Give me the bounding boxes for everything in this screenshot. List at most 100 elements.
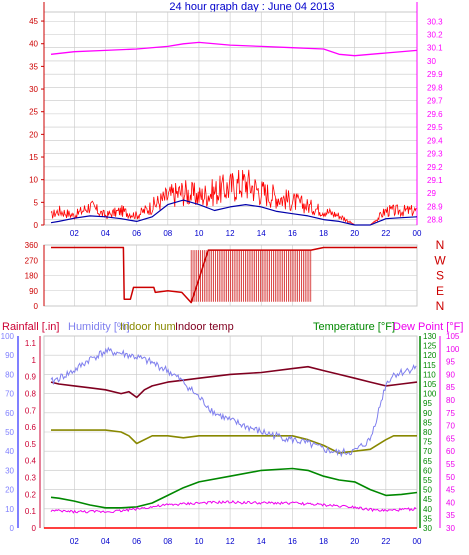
temperature-tick-label: 90 (423, 409, 432, 418)
temperature-tick-label: 80 (423, 428, 432, 437)
humidity-tick-label: 0 (10, 524, 15, 533)
windspeed-tick-label: 5 (34, 198, 39, 207)
temperature-tick-label: 85 (423, 418, 432, 427)
compass-letter-label: N (436, 238, 445, 252)
hour-tick-label: 14 (257, 537, 266, 546)
dewpoint-tick-label: 40 (446, 498, 455, 507)
hour-tick-label: 08 (163, 537, 172, 546)
hour-tick-label: 14 (257, 229, 266, 238)
humidity-tick-label: 80 (5, 370, 14, 379)
barometer-tick-label: 29.1 (427, 176, 443, 185)
dewpoint-tick-label: 90 (446, 370, 455, 379)
barometer-tick-label: 28.8 (427, 216, 443, 225)
hour-tick-label: 02 (70, 537, 79, 546)
windspeed-tick-label: 30 (29, 85, 38, 94)
compass-letter-label: N (436, 299, 445, 313)
legend-entry: Rainfall [.in] (2, 321, 59, 333)
windspeed-tick-label: 25 (29, 108, 38, 117)
rainfall-tick-label: 0.6 (25, 423, 37, 432)
barometer-tick-label: 29.5 (427, 123, 443, 132)
hour-tick-label: 22 (381, 537, 390, 546)
hour-tick-label: 22 (381, 229, 390, 238)
temperature-tick-label: 120 (423, 351, 437, 360)
barometer-tick-label: 30.3 (427, 17, 443, 26)
hour-tick-label: 12 (226, 537, 235, 546)
hour-tick-label: 12 (226, 229, 235, 238)
barometer-series-line (50, 41, 418, 57)
windspeed-tick-label: 35 (29, 62, 38, 71)
temperature-tick-label: 115 (423, 361, 436, 370)
indoor-temp-series-line (50, 365, 418, 399)
temperature-tick-label: 95 (423, 399, 432, 408)
hour-tick-label: 10 (195, 229, 204, 238)
hour-tick-label: 00 (413, 537, 422, 546)
legend-entry: Dew Point [°F] (393, 321, 463, 333)
dewpoint-tick-label: 65 (446, 434, 455, 443)
humidity-tick-label: 50 (5, 428, 14, 437)
dewpoint-series-line (50, 499, 417, 514)
hour-tick-label: 18 (319, 537, 328, 546)
dewpoint-tick-label: 95 (446, 358, 455, 367)
windspeed-tick-label: 20 (29, 130, 38, 139)
temperature-tick-label: 100 (423, 390, 437, 399)
windspeed-tick-label: 15 (29, 153, 38, 162)
direction-degree-label: 270 (25, 256, 39, 265)
humidity-series-line (50, 346, 417, 458)
rainfall-tick-label: 0 (32, 524, 37, 533)
hour-tick-label: 10 (195, 537, 204, 546)
temperature-tick-label: 105 (423, 380, 437, 389)
legend-entry: Humidity [%] (68, 321, 130, 333)
humidity-tick-label: 60 (5, 409, 14, 418)
compass-letter-label: E (436, 284, 444, 298)
humidity-tick-label: 40 (5, 447, 14, 456)
dewpoint-tick-label: 30 (446, 524, 455, 533)
dewpoint-tick-label: 85 (446, 383, 455, 392)
hour-tick-label: 20 (350, 229, 359, 238)
rainfall-tick-label: 0.2 (25, 490, 37, 499)
hour-tick-label: 08 (163, 229, 172, 238)
dewpoint-tick-label: 80 (446, 396, 455, 405)
rainfall-tick-label: 0.8 (25, 389, 37, 398)
dewpoint-tick-label: 105 (446, 332, 460, 341)
windspeed-tick-label: 45 (29, 17, 38, 26)
rainfall-tick-label: 0.5 (25, 440, 37, 449)
temperature-series-line (50, 467, 418, 509)
humidity-tick-label: 90 (5, 351, 14, 360)
hour-tick-label: 04 (101, 537, 110, 546)
rainfall-tick-label: 0.1 (25, 507, 37, 516)
rainfall-tick-label: 0.9 (25, 373, 37, 382)
hour-tick-label: 06 (132, 229, 141, 238)
legend-entry: Temperature [°F] (313, 321, 395, 333)
barometer-tick-label: 30.2 (427, 30, 443, 39)
barometer-tick-label: 28.9 (427, 202, 443, 211)
barometer-tick-label: 29.6 (427, 110, 443, 119)
dewpoint-tick-label: 75 (446, 409, 455, 418)
temperature-tick-label: 40 (423, 505, 432, 514)
rainfall-tick-label: 1.1 (25, 339, 37, 348)
temperature-tick-label: 55 (423, 476, 432, 485)
temperature-tick-label: 50 (423, 486, 432, 495)
barometer-tick-label: 30.1 (427, 44, 443, 53)
windspeed-tick-label: 0 (34, 221, 39, 230)
temperature-tick-label: 75 (423, 438, 432, 447)
humidity-tick-label: 100 (1, 332, 15, 341)
temperature-tick-label: 110 (423, 370, 436, 379)
hour-tick-label: 16 (288, 229, 297, 238)
windspeed-tick-label: 10 (29, 176, 38, 185)
dewpoint-tick-label: 60 (446, 447, 455, 456)
temperature-tick-label: 35 (423, 514, 432, 523)
humidity-tick-label: 30 (5, 466, 14, 475)
temperature-tick-label: 30 (423, 524, 432, 533)
direction-degree-label: 0 (34, 302, 39, 311)
barometer-tick-label: 29 (427, 189, 436, 198)
barometer-tick-label: 29.4 (427, 136, 443, 145)
hour-tick-label: 00 (413, 229, 422, 238)
barometer-tick-label: 29.9 (427, 70, 443, 79)
temperature-tick-label: 130 (423, 332, 437, 341)
barometer-tick-label: 29.2 (427, 163, 443, 172)
hour-tick-label: 16 (288, 537, 297, 546)
windspeed-tick-label: 40 (29, 40, 38, 49)
dewpoint-tick-label: 55 (446, 460, 455, 469)
rainfall-tick-label: 0.4 (25, 457, 37, 466)
